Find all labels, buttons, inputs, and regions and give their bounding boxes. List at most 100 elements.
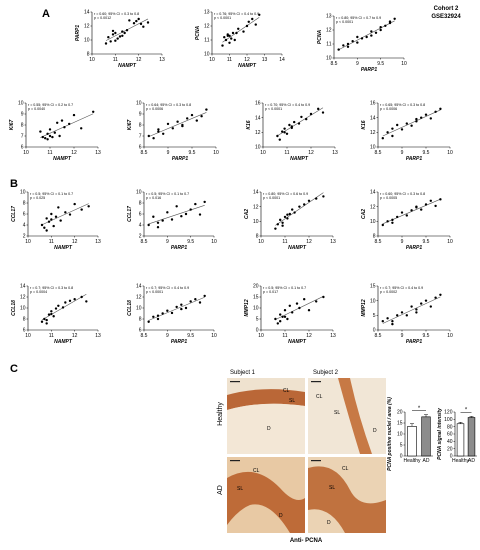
x-tick-label: 10 bbox=[447, 333, 453, 339]
p-value: p = 0.0002 bbox=[380, 290, 397, 294]
p-value: p = 0.0005 bbox=[380, 196, 397, 200]
p-value: p < 0.0001 bbox=[146, 290, 163, 294]
y-tick-label: 5 bbox=[256, 317, 259, 323]
y-tick-label: 40 bbox=[447, 439, 453, 445]
p-value: p < 0.0001 bbox=[214, 16, 231, 20]
y-tick-label: 10 bbox=[370, 219, 376, 225]
correlation-stat: r = 0.5; 95% CI = 0.1 to 0.7 bbox=[146, 192, 189, 196]
y-tick-label: 14 bbox=[370, 190, 376, 196]
data-point bbox=[200, 115, 203, 118]
y-tick-label: 2 bbox=[139, 234, 142, 240]
data-point bbox=[128, 19, 131, 22]
subject2-label: Subject 2 bbox=[313, 370, 339, 376]
data-point bbox=[278, 138, 281, 141]
y-tick-label: 8 bbox=[139, 317, 142, 323]
data-point bbox=[224, 38, 228, 42]
label-d: D bbox=[373, 428, 377, 434]
data-point bbox=[72, 113, 76, 117]
data-point bbox=[379, 26, 382, 29]
y-tick-label: 0 bbox=[256, 328, 259, 334]
data-point bbox=[64, 301, 67, 304]
x-axis-label: NAMPT bbox=[288, 245, 307, 251]
data-point bbox=[258, 13, 261, 16]
x-tick-label: 12 bbox=[308, 150, 314, 156]
data-point bbox=[147, 320, 150, 323]
data-point bbox=[156, 226, 160, 229]
data-point bbox=[137, 17, 140, 21]
x-tick-label: 11 bbox=[282, 333, 287, 339]
data-point bbox=[53, 131, 56, 134]
data-point bbox=[379, 28, 382, 32]
significance-marker: * bbox=[418, 406, 421, 412]
y-tick-label: 11 bbox=[204, 38, 209, 44]
data-point bbox=[279, 320, 282, 323]
data-point bbox=[230, 37, 233, 40]
x-tick-label: 12 bbox=[136, 57, 142, 63]
y-tick-label: 12 bbox=[253, 204, 259, 210]
data-point bbox=[274, 227, 277, 230]
data-point bbox=[50, 312, 53, 316]
y-tick-label: 7 bbox=[21, 134, 24, 140]
data-point bbox=[176, 120, 179, 123]
data-point bbox=[59, 219, 62, 222]
data-point bbox=[107, 36, 110, 39]
x-tick-label: 10 bbox=[25, 239, 31, 245]
data-point bbox=[439, 293, 442, 296]
x-tick-label: 8.5 bbox=[375, 333, 382, 339]
data-point bbox=[405, 214, 408, 217]
x-tick-label: 10 bbox=[25, 333, 31, 339]
x-tick-label: 8.5 bbox=[141, 150, 148, 156]
y-tick-label: 6 bbox=[23, 328, 26, 334]
x-tick-label: 13 bbox=[330, 239, 336, 245]
data-point bbox=[152, 137, 155, 140]
data-point bbox=[307, 199, 311, 202]
x-tick-label: 9.5 bbox=[423, 239, 430, 245]
x-axis-label: PARP1 bbox=[406, 156, 423, 162]
scatter-plot-5: 10 12 14 16 K16 10 11 12 13 NAMPT r = 0.70; 95% CI… bbox=[246, 101, 338, 162]
data-point bbox=[226, 34, 229, 37]
data-point bbox=[221, 44, 224, 47]
data-point bbox=[415, 117, 418, 121]
x-tick-label: 9 bbox=[166, 239, 169, 245]
data-point bbox=[237, 27, 240, 30]
x-tick-label: 12 bbox=[306, 333, 312, 339]
data-point bbox=[54, 307, 58, 310]
data-point bbox=[180, 215, 183, 218]
data-point bbox=[195, 119, 198, 122]
data-point bbox=[52, 224, 55, 228]
y-tick-label: 8 bbox=[139, 123, 142, 129]
scatter-plot-7: 2 4 6 8 10 CCL17 10 11 12 13 NAMPT r = 0.5; 95% CI … bbox=[11, 190, 101, 251]
data-point bbox=[228, 34, 231, 37]
correlation-stat: r = 0.7; 95% CI = 0.4 to 0.9 bbox=[380, 286, 423, 290]
data-point bbox=[157, 128, 160, 131]
cohort-label: Cohort 2 bbox=[434, 6, 459, 12]
label-sl: SL bbox=[289, 398, 295, 404]
data-point bbox=[386, 317, 389, 320]
y-axis-label: PCNA signal intensity bbox=[437, 408, 443, 460]
data-point bbox=[68, 122, 71, 126]
data-point bbox=[48, 128, 52, 131]
x-tick-label: 10 bbox=[447, 150, 453, 156]
regression-line bbox=[148, 296, 205, 321]
data-point bbox=[291, 311, 294, 314]
data-point bbox=[189, 208, 192, 211]
x-tick-label: 10 bbox=[213, 150, 219, 156]
y-tick-label: 8 bbox=[21, 123, 24, 129]
data-point bbox=[156, 314, 160, 317]
data-point bbox=[288, 304, 291, 307]
y-tick-label: 10 bbox=[84, 38, 90, 44]
data-point bbox=[281, 224, 284, 227]
x-tick-label: 10 bbox=[23, 150, 29, 156]
scatter-plot-12: 6 8 10 12 14 CCL18 8.5 9 9.5 10 PARP1 r = 0.7; 95% … bbox=[127, 284, 217, 345]
data-point bbox=[114, 31, 117, 35]
data-point bbox=[356, 41, 359, 44]
x-tick-label: 11 bbox=[49, 333, 54, 339]
scale-bar bbox=[311, 381, 321, 383]
x-tick-label: 10 bbox=[209, 57, 215, 63]
data-point bbox=[370, 30, 373, 33]
data-point bbox=[50, 218, 53, 221]
data-point bbox=[434, 204, 437, 208]
data-point bbox=[45, 322, 48, 325]
data-point bbox=[175, 205, 178, 208]
p-value: p = 0.0006 bbox=[380, 107, 397, 111]
